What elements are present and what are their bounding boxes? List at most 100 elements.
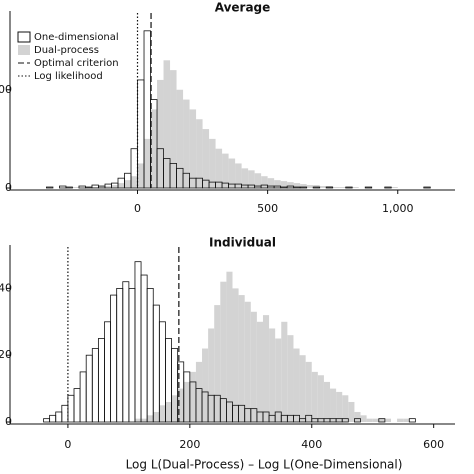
histogram-bar xyxy=(146,287,154,423)
histogram-bar xyxy=(209,138,216,188)
legend-label: Log likelihood xyxy=(34,71,103,82)
histogram-bar xyxy=(85,354,93,423)
histogram-bar xyxy=(144,138,151,188)
x-tick-label: 1,000 xyxy=(382,202,414,215)
histogram-bar xyxy=(313,185,320,188)
histogram-bar xyxy=(360,415,367,422)
histogram-bar xyxy=(202,348,209,422)
x-tick-label: 0 xyxy=(134,202,141,215)
histogram-bar xyxy=(254,173,262,188)
histogram-bar xyxy=(61,404,69,423)
histogram-bar xyxy=(325,186,334,189)
histogram-bar xyxy=(378,418,385,422)
histogram-bar xyxy=(171,395,178,422)
histogram-bar xyxy=(319,186,327,188)
histogram-bar xyxy=(339,187,346,188)
histogram-bar xyxy=(354,411,361,422)
histogram-bar xyxy=(111,185,118,188)
histogram-bar xyxy=(384,186,392,189)
histogram-bar xyxy=(342,395,349,422)
histogram-bar xyxy=(196,119,203,188)
histogram-bar xyxy=(293,183,301,188)
histogram-bar xyxy=(150,109,158,188)
histogram-bar xyxy=(222,153,229,188)
histogram-bar xyxy=(65,186,73,189)
histogram-bar xyxy=(336,391,343,422)
histogram-bar xyxy=(275,338,282,422)
histogram-bar xyxy=(281,321,288,422)
x-tick-label: 0 xyxy=(64,438,71,451)
histogram-bar xyxy=(300,184,307,188)
histogram-bar xyxy=(299,355,306,422)
histogram-bar xyxy=(341,418,349,423)
histogram-bar xyxy=(244,301,251,422)
histogram-bar xyxy=(98,186,105,188)
histogram-bar xyxy=(176,89,184,188)
histogram-bar xyxy=(159,405,166,422)
histogram-bar xyxy=(170,70,177,188)
histogram-bar xyxy=(85,187,92,188)
histogram-bar xyxy=(141,418,148,422)
histogram-bar xyxy=(78,185,86,189)
histogram-bar xyxy=(345,186,353,189)
histogram-bar xyxy=(91,348,99,423)
histogram-bar xyxy=(165,401,172,422)
chart-title: Average xyxy=(215,1,271,15)
histogram-bar xyxy=(348,401,355,422)
histogram-bar xyxy=(317,375,324,422)
histogram-bar xyxy=(43,418,51,423)
histogram-bar xyxy=(311,371,318,422)
histogram-bar xyxy=(306,185,314,188)
histogram-bar xyxy=(110,294,118,423)
histogram-bar xyxy=(330,388,337,422)
histogram-bar xyxy=(378,418,386,423)
histogram-bar xyxy=(261,176,268,188)
histogram-bar xyxy=(354,418,361,423)
histogram-bar xyxy=(235,163,242,188)
histogram-bar xyxy=(366,418,373,422)
x-tick-label: 500 xyxy=(257,202,278,215)
legend-swatch xyxy=(17,31,31,43)
histogram-bar xyxy=(189,109,197,188)
histogram-bar xyxy=(202,129,210,188)
histogram-bar xyxy=(134,261,142,423)
histogram-bar xyxy=(72,187,79,188)
histogram-bar xyxy=(67,394,75,423)
histogram-bar xyxy=(59,185,67,189)
histogram-bar xyxy=(124,180,132,188)
legend-label: Optimal criterion xyxy=(34,58,119,69)
histogram-bar xyxy=(305,361,312,422)
histogram-bar xyxy=(153,411,160,422)
chart-title: Individual xyxy=(209,236,276,250)
histogram-bar xyxy=(46,186,54,189)
histogram-bar xyxy=(104,321,111,423)
histogram-bar xyxy=(397,418,404,422)
histogram-bar xyxy=(262,315,270,422)
histogram-bar xyxy=(117,183,125,188)
histogram-bar xyxy=(183,99,190,188)
histogram-bar xyxy=(384,418,391,422)
histogram-bar xyxy=(312,186,321,189)
histogram-bar xyxy=(372,418,379,422)
histogram-bar xyxy=(250,311,257,422)
histogram-bar xyxy=(287,335,294,422)
histogram-bar xyxy=(128,287,136,423)
histogram-bar xyxy=(299,186,308,189)
histogram-bar xyxy=(332,187,340,188)
histogram-bar xyxy=(345,187,353,188)
x-tick-label: 600 xyxy=(423,438,444,451)
histogram-bar xyxy=(364,186,373,189)
histogram-bar xyxy=(232,288,239,422)
histogram-bar xyxy=(147,415,154,422)
histogram-bar xyxy=(131,176,138,188)
histogram-bar xyxy=(122,281,130,423)
histogram-bar xyxy=(238,295,245,422)
histogram-bar xyxy=(163,60,171,189)
histogram-bar xyxy=(228,158,236,188)
histogram-bar xyxy=(73,388,81,423)
histogram-bar xyxy=(49,414,57,423)
histogram-bar xyxy=(157,79,164,188)
legend-swatch xyxy=(18,45,30,55)
histogram-bar xyxy=(274,180,281,188)
